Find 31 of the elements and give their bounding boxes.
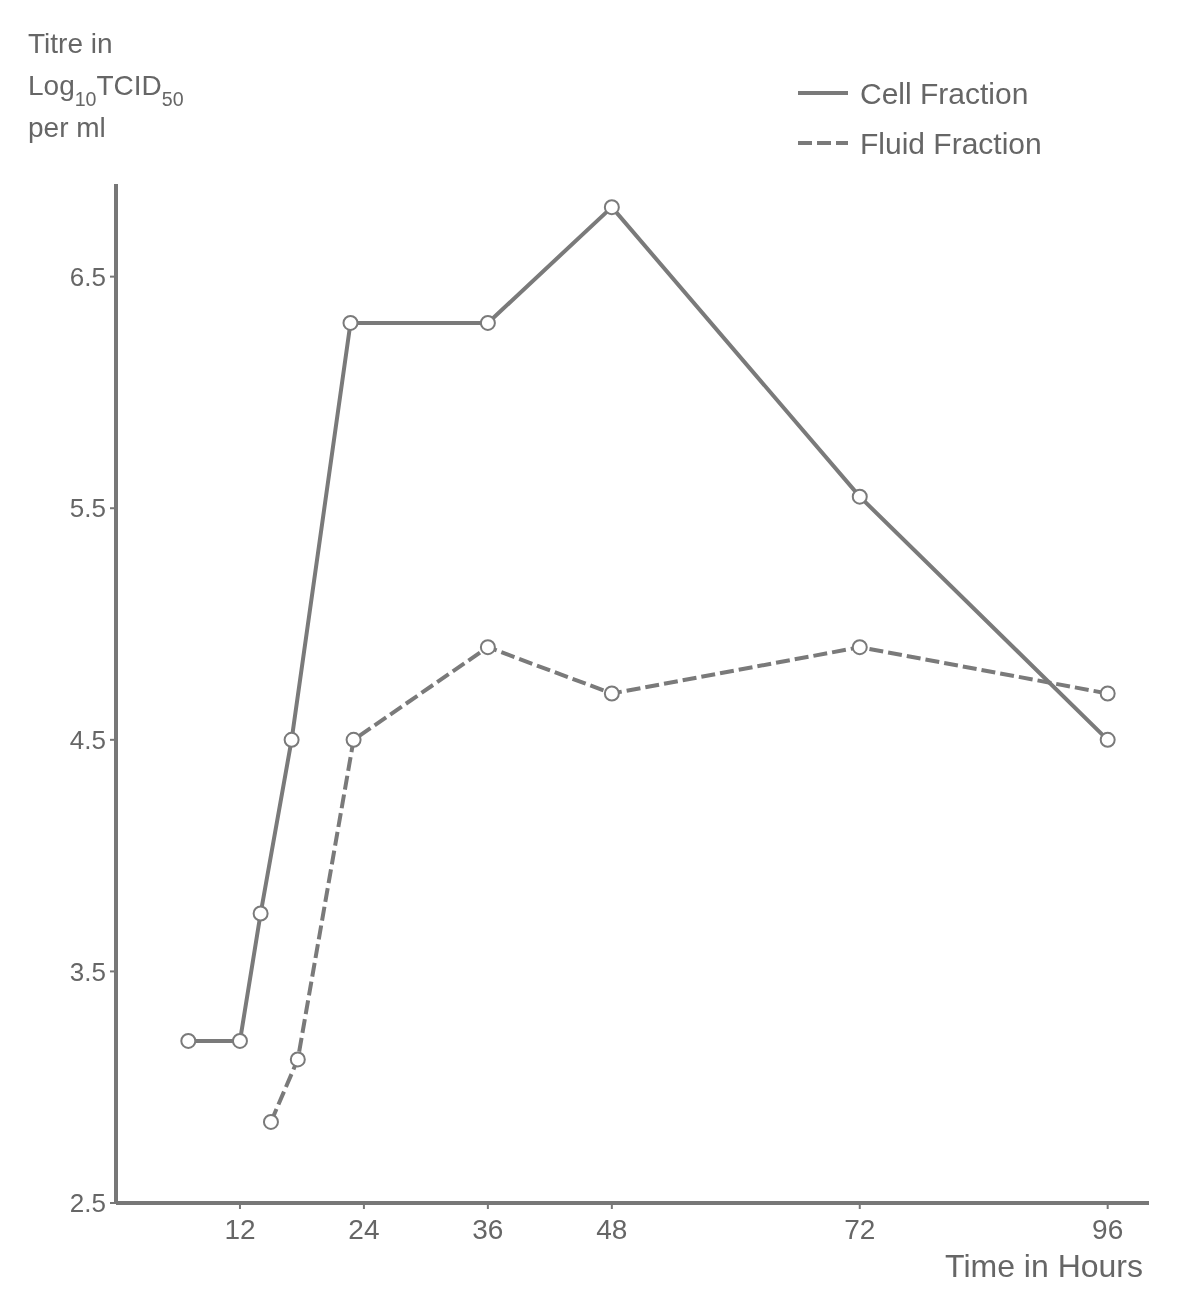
y-tick-label: 3.5 [69, 956, 106, 987]
point [262, 1113, 279, 1130]
legend-label: Cell Fraction [860, 76, 1029, 110]
point [289, 1051, 306, 1068]
point [851, 639, 868, 656]
point [1099, 731, 1116, 748]
point [283, 731, 300, 748]
y-tick-label: 5.5 [69, 493, 106, 524]
point [252, 905, 269, 922]
point [479, 314, 496, 331]
x-tick-label: 24 [348, 1214, 380, 1245]
point [180, 1032, 197, 1049]
point [345, 731, 362, 748]
point [342, 314, 359, 331]
point [479, 639, 496, 656]
point [603, 199, 620, 216]
y-tick-label: 4.5 [69, 724, 106, 755]
point [231, 1032, 248, 1049]
x-tick-label: 48 [596, 1214, 628, 1245]
legend-label: Fluid Fraction [860, 126, 1042, 160]
y-tick-label: 2.5 [69, 1188, 106, 1219]
text: Titre in Log$_{10}$TCID$_{50}$ per ml [28, 28, 184, 143]
point [1099, 685, 1116, 702]
x-tick-label: 36 [472, 1214, 504, 1245]
x-axis-title: Time in Hours [945, 1248, 1143, 1284]
x-tick-label: 12 [224, 1214, 256, 1245]
y-tick-label: 6.5 [69, 261, 106, 292]
x-tick-label: 96 [1092, 1214, 1124, 1245]
point [603, 685, 620, 702]
point [851, 488, 868, 505]
x-tick-label: 72 [844, 1214, 876, 1245]
